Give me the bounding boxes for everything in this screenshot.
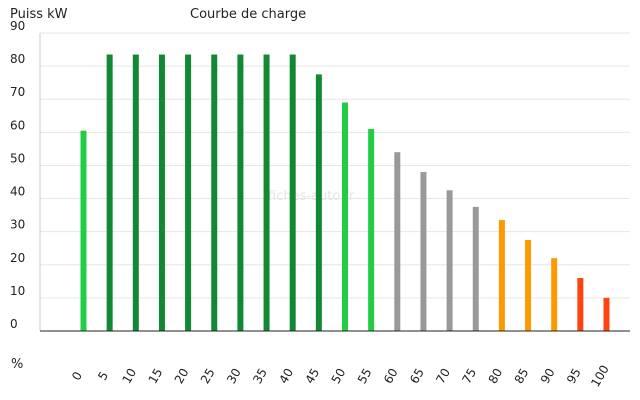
bar bbox=[158, 54, 165, 332]
y-tick-label: 60 bbox=[10, 118, 25, 132]
y-tick-label: 70 bbox=[10, 85, 25, 99]
bar bbox=[577, 278, 584, 331]
x-tick-label: 10 bbox=[119, 366, 139, 386]
bar bbox=[551, 258, 558, 331]
y-axis-title: Puiss kW bbox=[10, 7, 68, 22]
x-tick-label: 45 bbox=[303, 366, 323, 386]
x-tick-label: 90 bbox=[538, 366, 558, 386]
x-axis-title: % bbox=[11, 357, 24, 372]
x-tick-label: 95 bbox=[564, 366, 584, 386]
y-tick-label: 10 bbox=[10, 284, 25, 298]
bar bbox=[394, 152, 401, 331]
bar bbox=[315, 74, 322, 331]
x-tick-label: 75 bbox=[459, 366, 479, 386]
x-tick-label: 50 bbox=[329, 366, 349, 386]
y-tick-label: 20 bbox=[10, 251, 25, 265]
bar bbox=[237, 54, 244, 332]
x-tick-label: 15 bbox=[146, 366, 166, 386]
bar bbox=[446, 190, 453, 331]
bar bbox=[106, 54, 113, 332]
watermark: fiches-auto.fr bbox=[268, 189, 355, 204]
x-tick-label: 30 bbox=[224, 366, 244, 386]
bar bbox=[80, 130, 87, 331]
bar bbox=[525, 239, 532, 331]
x-tick-label: 20 bbox=[172, 366, 192, 386]
x-tick-label: 60 bbox=[381, 366, 401, 386]
x-tick-label: 100 bbox=[588, 363, 612, 390]
y-tick-label: 80 bbox=[10, 52, 25, 66]
chart-title: Courbe de charge bbox=[190, 7, 307, 22]
bar bbox=[368, 129, 375, 331]
x-tick-label: 85 bbox=[512, 366, 532, 386]
bar bbox=[498, 220, 505, 331]
bar bbox=[132, 54, 139, 332]
y-tick-label: 50 bbox=[10, 151, 25, 165]
bar bbox=[211, 54, 218, 332]
y-tick-label: 0 bbox=[10, 317, 18, 331]
x-tick-label: 35 bbox=[250, 366, 270, 386]
x-tick-label: 25 bbox=[198, 366, 218, 386]
bar bbox=[342, 102, 348, 332]
bar bbox=[472, 206, 479, 331]
x-tick-label: 70 bbox=[433, 366, 453, 386]
bar bbox=[263, 54, 270, 332]
x-tick-label: 5 bbox=[95, 369, 111, 383]
x-tick-label: 55 bbox=[355, 366, 375, 386]
bar bbox=[289, 54, 296, 332]
x-tick-label: 65 bbox=[407, 366, 427, 386]
bar bbox=[603, 297, 610, 331]
bar bbox=[185, 54, 192, 332]
y-tick-label: 30 bbox=[10, 218, 25, 232]
x-tick-label: 80 bbox=[486, 366, 506, 386]
y-tick-label: 40 bbox=[10, 185, 25, 199]
x-tick-label: 0 bbox=[69, 369, 85, 383]
bar bbox=[420, 172, 427, 331]
y-tick-label: 90 bbox=[10, 19, 25, 33]
x-tick-label: 40 bbox=[276, 366, 296, 386]
